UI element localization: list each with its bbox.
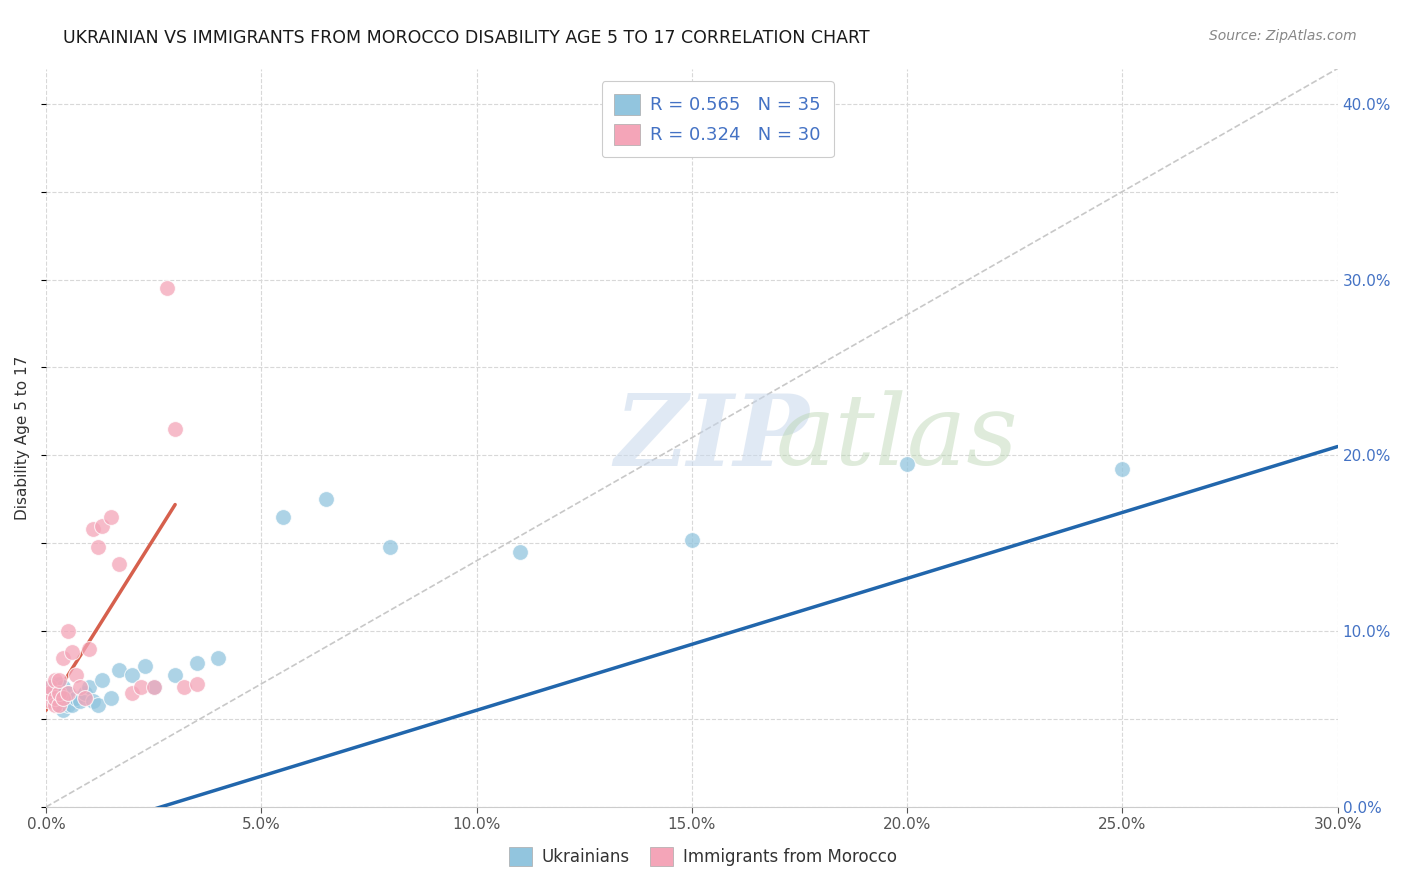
Point	[121, 668, 143, 682]
Point	[56, 698, 79, 712]
Text: atlas: atlas	[776, 390, 1018, 485]
Point	[39, 686, 62, 700]
Point	[52, 690, 75, 705]
Point	[48, 698, 70, 712]
Point	[44, 677, 66, 691]
Point	[82, 522, 104, 536]
Point	[77, 641, 100, 656]
Point	[52, 681, 75, 695]
Point	[315, 492, 337, 507]
Point	[100, 690, 122, 705]
Point	[108, 663, 131, 677]
Point	[48, 677, 70, 691]
Point	[44, 698, 66, 712]
Point	[39, 681, 62, 695]
Point	[129, 681, 152, 695]
Point	[108, 558, 131, 572]
Point	[173, 681, 195, 695]
Text: Source: ZipAtlas.com: Source: ZipAtlas.com	[1209, 29, 1357, 43]
Point	[56, 686, 79, 700]
Point	[86, 698, 108, 712]
Text: UKRAINIAN VS IMMIGRANTS FROM MOROCCO DISABILITY AGE 5 TO 17 CORRELATION CHART: UKRAINIAN VS IMMIGRANTS FROM MOROCCO DIS…	[63, 29, 870, 46]
Point	[52, 650, 75, 665]
Point	[155, 281, 177, 295]
Point	[44, 690, 66, 705]
Point	[142, 681, 165, 695]
Y-axis label: Disability Age 5 to 17: Disability Age 5 to 17	[15, 356, 30, 520]
Point	[39, 694, 62, 708]
Point	[681, 533, 703, 547]
Point	[186, 677, 208, 691]
Point	[69, 681, 91, 695]
Point	[60, 698, 83, 712]
Point	[69, 694, 91, 708]
Point	[44, 694, 66, 708]
Point	[52, 703, 75, 717]
Point	[82, 694, 104, 708]
Point	[207, 650, 229, 665]
Point	[60, 645, 83, 659]
Point	[186, 656, 208, 670]
Point	[48, 686, 70, 700]
Point	[48, 673, 70, 688]
Point	[142, 681, 165, 695]
Point	[91, 518, 114, 533]
Point	[165, 422, 187, 436]
Point	[65, 668, 87, 682]
Point	[100, 509, 122, 524]
Point	[86, 540, 108, 554]
Point	[121, 686, 143, 700]
Point	[56, 624, 79, 639]
Point	[65, 690, 87, 705]
Point	[271, 509, 294, 524]
Text: ZIP: ZIP	[614, 390, 810, 486]
Point	[1111, 462, 1133, 476]
Point	[380, 540, 402, 554]
Point	[48, 690, 70, 704]
Point	[509, 545, 531, 559]
Point	[134, 659, 156, 673]
Point	[91, 673, 114, 688]
Point	[165, 668, 187, 682]
Legend: R = 0.565   N = 35, R = 0.324   N = 30: R = 0.565 N = 35, R = 0.324 N = 30	[602, 81, 834, 157]
Point	[56, 686, 79, 700]
Point	[73, 690, 96, 705]
Point	[77, 681, 100, 695]
Point	[39, 681, 62, 695]
Point	[48, 698, 70, 712]
Legend: Ukrainians, Immigrants from Morocco: Ukrainians, Immigrants from Morocco	[502, 840, 904, 873]
Point	[44, 673, 66, 688]
Point	[896, 457, 918, 471]
Point	[39, 686, 62, 700]
Point	[44, 686, 66, 700]
Point	[73, 686, 96, 700]
